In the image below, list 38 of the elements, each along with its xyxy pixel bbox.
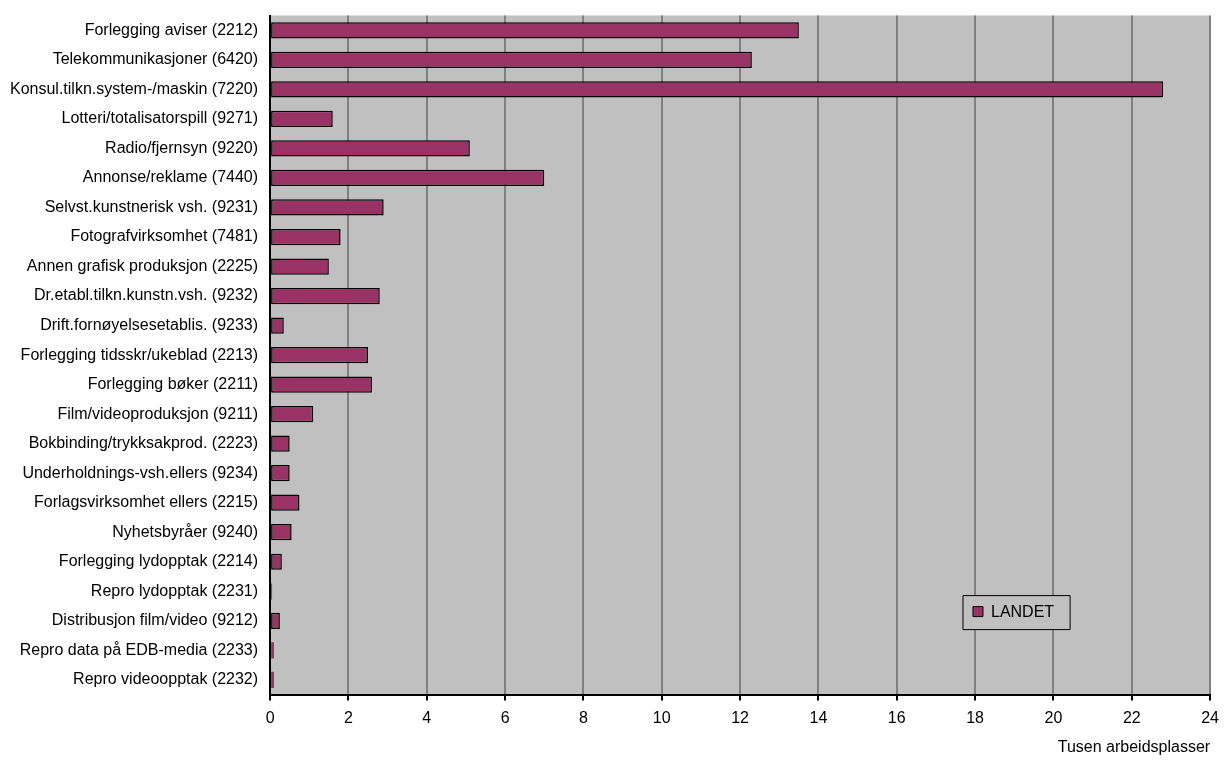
x-tick-label: 18 <box>966 708 985 726</box>
x-tick-label: 2 <box>343 708 353 726</box>
x-tick-label: 4 <box>422 708 432 726</box>
y-tick-label: Forlegging tidsskr/ukeblad (2213) <box>20 345 259 363</box>
x-tick-label: 22 <box>1122 708 1141 726</box>
x-tick-label: 12 <box>731 708 750 726</box>
y-tick-label: Forlegging bøker (2211) <box>87 375 259 393</box>
y-tick-label: Repro lydopptak (2231) <box>90 581 259 599</box>
y-tick-label: Selvst.kunstnerisk vsh. (9231) <box>44 197 259 215</box>
x-tick-label: 6 <box>500 708 510 726</box>
y-tick-label: Repro data på EDB-media (2233) <box>19 640 259 658</box>
y-tick-label: Annonse/reklame (7440) <box>82 168 259 186</box>
y-tick-label: Bokbinding/trykksakprod. (2223) <box>28 434 259 452</box>
x-axis-title: Tusen arbeidsplasser <box>1057 737 1211 755</box>
x-tick-label: 24 <box>1201 708 1220 726</box>
y-tick-label: Radio/fjernsyn (9220) <box>105 138 259 156</box>
y-tick-label: Lotteri/totalisatorspill (9271) <box>61 109 259 127</box>
y-tick-label: Dr.etabl.tilkn.kunstn.vsh. (9232) <box>33 286 259 304</box>
x-tick-label: 20 <box>1044 708 1063 726</box>
x-tick-label: 8 <box>578 708 588 726</box>
x-tick-label: 0 <box>265 708 275 726</box>
y-tick-label: Konsul.tilkn.system-/maskin (7220) <box>9 79 259 97</box>
y-tick-label: Underholdnings-vsh.ellers (9234) <box>22 463 259 481</box>
y-tick-label: Telekommunikasjoner (6420) <box>52 50 259 68</box>
y-tick-label: Film/videoproduksjon (9211) <box>57 404 259 422</box>
y-tick-label: Drift.fornøyelsesetablis. (9233) <box>40 315 259 333</box>
x-tick-label: 14 <box>809 708 828 726</box>
y-tick-label: Forlagsvirksomhet ellers (2215) <box>34 493 259 511</box>
y-tick-label: Forlegging lydopptak (2214) <box>58 552 259 570</box>
y-tick-label: Nyhetsbyråer (9240) <box>112 522 259 540</box>
y-tick-label: Repro videoopptak (2232) <box>73 670 259 688</box>
y-tick-label: Distribusjon film/video (9212) <box>51 611 259 629</box>
legend-label: LANDET <box>990 603 1055 621</box>
y-tick-label: Fotografvirksomhet (7481) <box>70 227 259 245</box>
x-tick-label: 10 <box>652 708 671 726</box>
y-tick-label: Annen grafisk produksjon (2225) <box>26 256 259 274</box>
x-tick-label: 16 <box>887 708 906 726</box>
y-tick-label: Forlegging aviser (2212) <box>84 20 259 38</box>
